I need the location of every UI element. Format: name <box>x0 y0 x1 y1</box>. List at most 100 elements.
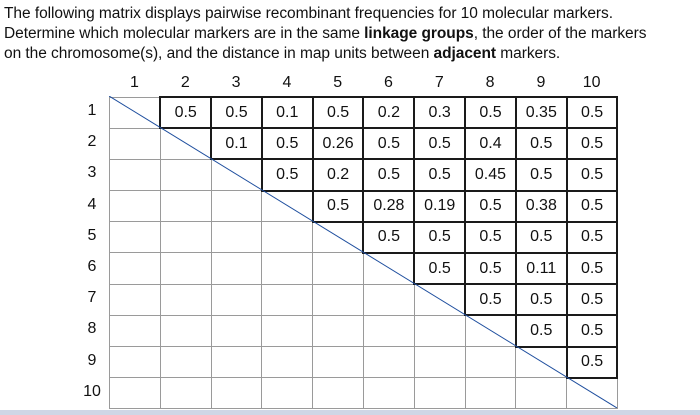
recombination-frequency-cell: 0.5 <box>565 345 619 379</box>
matrix-row: 0.5 0.5 0.5 <box>109 283 619 317</box>
recombination-frequency-cell: 0.5 <box>413 251 467 286</box>
empty-cell <box>413 314 466 348</box>
empty-cell <box>362 314 415 348</box>
empty-cell <box>159 283 212 316</box>
recombination-frequency-cell: 0.1 <box>210 127 263 161</box>
empty-cell <box>566 377 618 410</box>
empty-cell <box>261 377 314 410</box>
column-header: 6 <box>384 74 393 91</box>
recombination-frequency-cell: 0.5 <box>464 220 517 254</box>
empty-cell <box>210 283 263 316</box>
empty-cell <box>109 377 161 410</box>
empty-cell <box>312 252 364 285</box>
recombination-frequency-cell: 0.5 <box>565 251 619 286</box>
empty-cell <box>210 221 263 254</box>
empty-cell <box>261 283 314 316</box>
empty-cell <box>109 345 161 379</box>
matrix-row: 0.5 0.5 0.5 0.5 0.5 <box>109 220 619 254</box>
recombination-frequency-cell: 0.5 <box>565 220 619 254</box>
question-line-1: The following matrix displays pairwise r… <box>4 5 613 22</box>
recombination-frequency-cell: 0.5 <box>514 283 568 317</box>
question-line-2: Determine which molecular markers are in… <box>4 25 647 42</box>
empty-cell <box>159 314 212 348</box>
column-header: 1 <box>130 74 139 91</box>
empty-cell <box>464 314 517 348</box>
recombination-frequency-cell: 0.5 <box>514 127 568 161</box>
recombination-frequency-cell: 0.11 <box>514 251 568 286</box>
recombination-frequency-cell: 0.5 <box>413 158 467 192</box>
recombination-frequency-cell: 0.5 <box>565 127 619 161</box>
recombination-frequency-cell: 0.26 <box>311 127 365 161</box>
column-header: 8 <box>485 74 495 91</box>
recombination-frequency-cell: 0.19 <box>413 189 467 223</box>
recombination-frequency-cell: 0.5 <box>362 220 416 254</box>
empty-cell <box>159 158 212 192</box>
matrix-row: 0.5 0.28 0.19 0.5 0.38 0.5 <box>109 189 619 223</box>
matrix-row: 0.5 0.2 0.5 0.5 0.45 0.5 0.5 <box>109 158 619 192</box>
row-header: 10 <box>83 382 101 400</box>
empty-cell <box>261 190 314 223</box>
recombination-frequency-cell: 0.5 <box>514 314 568 348</box>
empty-cell <box>109 158 161 192</box>
column-header: 7 <box>434 74 444 91</box>
matrix-row: 0.5 <box>109 345 619 379</box>
recombination-frequency-cell: 0.5 <box>413 220 467 254</box>
empty-cell <box>413 377 466 410</box>
empty-cell <box>362 345 415 379</box>
row-header: 7 <box>87 289 97 307</box>
recombination-frequency-cell: 0.2 <box>311 158 365 192</box>
empty-cell <box>464 345 517 379</box>
row-header: 8 <box>87 320 97 338</box>
recombination-matrix: 0.5 0.5 0.1 0.5 0.2 0.3 0.5 0.35 0.5 0.1 0.5 0.26 0.… <box>109 95 619 410</box>
recombination-frequency-cell: 0.5 <box>210 95 263 130</box>
empty-cell <box>362 252 415 285</box>
empty-cell <box>109 221 161 254</box>
recombination-frequency-cell: 0.5 <box>464 189 517 223</box>
empty-cell <box>312 314 364 348</box>
recombination-frequency-cell: 0.5 <box>311 189 365 223</box>
empty-cell <box>210 190 263 223</box>
empty-cell <box>312 345 364 379</box>
question-text: The following matrix displays pairwise r… <box>4 4 696 64</box>
recombination-frequency-cell: 0.5 <box>260 127 314 161</box>
empty-cell <box>362 283 415 316</box>
row-header: 2 <box>87 133 97 151</box>
empty-cell <box>109 96 161 129</box>
recombination-frequency-cell: 0.1 <box>260 95 314 130</box>
empty-cell <box>210 158 263 192</box>
recombination-frequency-cell: 0.5 <box>311 95 365 130</box>
column-header: 2 <box>180 74 190 91</box>
question-line-3: on the chromosome(s), and the distance i… <box>4 45 561 62</box>
empty-cell <box>515 345 568 379</box>
matrix-row <box>109 377 618 410</box>
empty-cell <box>515 377 568 410</box>
recombination-frequency-cell: 0.5 <box>514 220 568 254</box>
empty-cell <box>159 345 212 379</box>
column-header: 3 <box>231 74 241 91</box>
recombination-frequency-cell: 0.5 <box>565 95 619 130</box>
empty-cell <box>362 377 415 410</box>
empty-cell <box>261 252 314 285</box>
empty-cell <box>261 345 314 379</box>
recombination-frequency-cell: 0.5 <box>464 251 517 286</box>
recombination-frequency-cell: 0.5 <box>362 158 416 192</box>
matrix-row: 0.5 0.5 0.1 0.5 0.2 0.3 0.5 0.35 0.5 <box>109 95 619 130</box>
empty-cell <box>312 377 364 410</box>
row-header: 1 <box>87 102 97 119</box>
empty-cell <box>312 283 364 316</box>
recombination-frequency-cell: 0.5 <box>413 127 467 161</box>
recombination-frequency-cell: 0.5 <box>565 314 619 348</box>
bottom-border <box>0 410 700 415</box>
empty-cell <box>210 314 263 348</box>
recombination-frequency-cell: 0.5 <box>565 189 619 223</box>
empty-cell <box>261 221 314 254</box>
empty-cell <box>159 221 212 254</box>
empty-cell <box>159 377 212 410</box>
column-header: 10 <box>582 74 601 91</box>
linkage-groups-term: linkage groups <box>364 25 474 42</box>
column-header: 5 <box>333 74 343 91</box>
matrix-row: 0.1 0.5 0.26 0.5 0.5 0.4 0.5 0.5 <box>109 127 619 161</box>
row-header: 6 <box>87 258 97 275</box>
empty-cell <box>413 283 466 316</box>
row-header: 5 <box>87 226 97 244</box>
